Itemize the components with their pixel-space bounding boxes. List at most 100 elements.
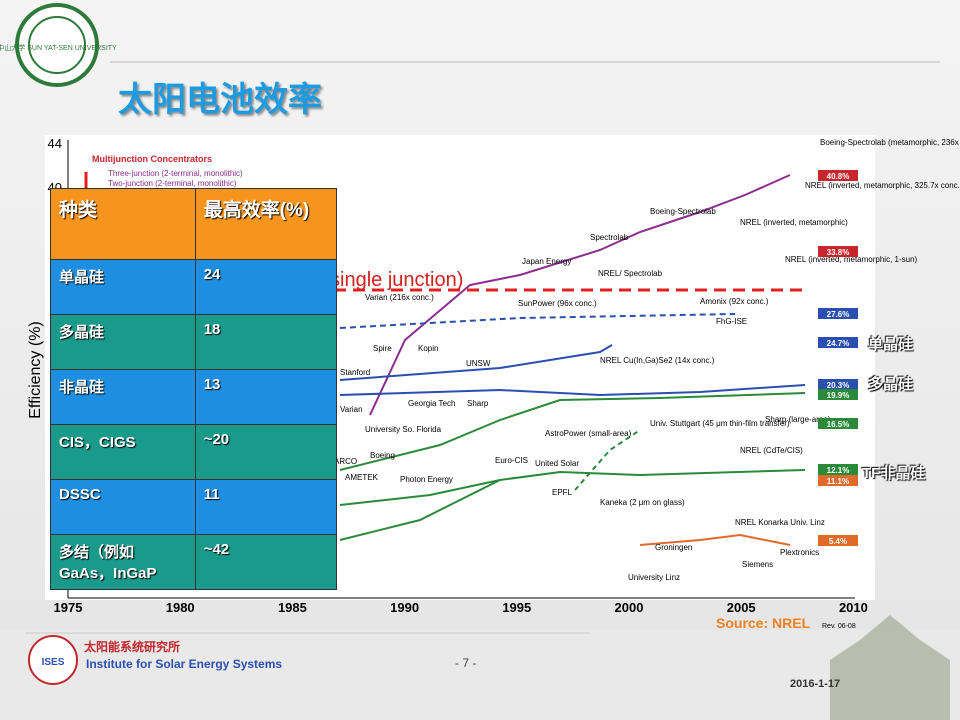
badge-label: 24.7% — [827, 339, 850, 348]
data-label: Plextronics — [780, 548, 819, 557]
ises-logo-text: ISES — [42, 657, 65, 668]
table-cell: 多结（例如GaAs，InGaP — [50, 534, 196, 590]
data-label: Spire — [373, 344, 392, 353]
badge-label: 40.8% — [827, 172, 850, 181]
data-label: United Solar — [535, 459, 579, 468]
table-row: CIS，CIGS ~20 — [50, 424, 338, 480]
table-cell: ~20 — [194, 424, 338, 480]
x-tick-label: 1990 — [390, 600, 419, 615]
efficiency-table: 种类 最高效率(%) 单晶硅 24 多晶硅 18 非晶硅 13 CIS，CIGS ~20 DSSC 1… — [50, 188, 338, 590]
y-axis-label: Efficiency (%) — [27, 321, 44, 419]
page-number: - 7 - — [455, 656, 477, 670]
title: 太阳电池效率 — [118, 81, 322, 119]
data-label: Kaneka (2 μm on glass) — [600, 498, 685, 507]
badge-label: 19.9% — [827, 391, 850, 400]
table-cell: 单晶硅 — [50, 259, 196, 315]
table-cell: 多晶硅 — [50, 314, 196, 370]
badge-label: 33.8% — [827, 248, 850, 257]
side-label: TF非晶硅 — [862, 465, 926, 482]
table-cell: 11 — [194, 479, 338, 535]
side-label: 单晶硅 — [868, 336, 914, 353]
table-cell: 18 — [194, 314, 338, 370]
badge — [818, 389, 858, 400]
badge-label: 11.1% — [827, 477, 849, 486]
data-label: NREL (inverted, metamorphic) — [740, 218, 848, 227]
badge — [818, 337, 858, 348]
annotation: single junction) — [330, 269, 463, 291]
data-label: Boeing-Spectrolab — [650, 207, 716, 216]
table-row: 多结（例如GaAs，InGaP ~42 — [50, 534, 338, 590]
data-label: Varian — [340, 405, 363, 414]
x-tick-label: 1980 — [166, 600, 195, 615]
badge — [818, 170, 858, 181]
y-tick-label: 44 — [48, 136, 62, 151]
data-label: Sharp (large-area) — [765, 415, 831, 424]
data-label: Euro-CIS — [495, 456, 528, 465]
data-label: Varian (216x conc.) — [365, 293, 434, 302]
org-en: Institute for Solar Energy Systems — [86, 657, 283, 671]
side-label: 多晶硅 — [868, 376, 914, 393]
x-tick-label: 1975 — [54, 600, 83, 615]
table-cell: 13 — [194, 369, 338, 425]
ises-logo — [28, 635, 78, 685]
data-label: FhG-ISE — [716, 317, 747, 326]
data-label: Sharp — [467, 399, 489, 408]
logo-text: 中山大学 SUN YAT-SEN UNIVERSITY — [0, 43, 117, 52]
table-cell: 24 — [194, 259, 338, 315]
x-tick-label: 1995 — [502, 600, 531, 615]
badge-label: 27.6% — [827, 310, 850, 319]
table-cell: DSSC — [50, 479, 196, 535]
legend-title: Multijunction Concentrators — [92, 154, 212, 164]
pavilion — [830, 615, 950, 720]
data-label: University So. Florida — [365, 425, 442, 434]
data-label: SunPower (96x conc.) — [518, 299, 597, 308]
data-label: NREL Konarka Univ. Linz — [735, 518, 825, 527]
data-label: Georgia Tech — [408, 399, 455, 408]
badge — [818, 464, 858, 475]
data-label: NREL/ Spectrolab — [598, 269, 663, 278]
data-label: UNSW — [466, 359, 491, 368]
data-label: Japan Energy — [522, 257, 571, 266]
legend-item: Two-junction (2-terminal, monolithic) — [108, 179, 237, 188]
table-row: DSSC 11 — [50, 479, 338, 535]
data-label: AstroPower (small-area) — [545, 429, 632, 438]
data-label: Groningen — [655, 543, 692, 552]
x-tick-label: 2000 — [615, 600, 644, 615]
badge — [818, 418, 858, 429]
data-label: ARCO — [334, 457, 357, 466]
data-label: Spectrolab — [590, 233, 629, 242]
badge — [818, 535, 858, 546]
badge — [818, 475, 858, 486]
data-label: University Linz — [628, 573, 680, 582]
x-tick-label: 2010 — [839, 600, 868, 615]
source: Source: NREL — [716, 615, 811, 631]
data-label: AMETEK — [345, 473, 379, 482]
data-label: NREL (inverted, metamorphic, 325.7x conc… — [805, 181, 960, 190]
badge-label: 16.5% — [827, 420, 850, 429]
org-cn: 太阳能系统研究所 — [84, 640, 181, 654]
date: 2016-1-17 — [790, 678, 841, 690]
data-label: EPFL — [552, 488, 573, 497]
table-row: 多晶硅 18 — [50, 314, 338, 370]
data-label: Univ. Stuttgart (45 μm thin-film transfe… — [650, 419, 790, 428]
data-label: Kopin — [418, 344, 438, 353]
table-row: 种类 最高效率(%) — [50, 188, 338, 260]
legend-item: Three-junction (2-terminal, monolithic) — [108, 169, 243, 178]
table-cell: 种类 — [50, 188, 196, 260]
data-label: Boeing-Spectrolab (metamorphic, 236x con… — [820, 138, 960, 147]
table-cell: CIS，CIGS — [50, 424, 196, 480]
table-row: 非晶硅 13 — [50, 369, 338, 425]
badge-label: 12.1% — [827, 466, 850, 475]
badge — [818, 308, 858, 319]
table-row: 单晶硅 24 — [50, 259, 338, 315]
data-label: Boeing — [370, 451, 395, 460]
table-cell: 非晶硅 — [50, 369, 196, 425]
data-label: NREL (CdTe/CIS) — [740, 446, 803, 455]
data-label: NREL Cu(In,Ga)Se2 (14x conc.) — [600, 356, 715, 365]
rev: Rev. 06-08 — [822, 623, 856, 630]
badge — [818, 379, 858, 390]
badge — [818, 246, 858, 257]
table-cell: ~42 — [194, 534, 338, 590]
data-label: Photon Energy — [400, 475, 453, 484]
